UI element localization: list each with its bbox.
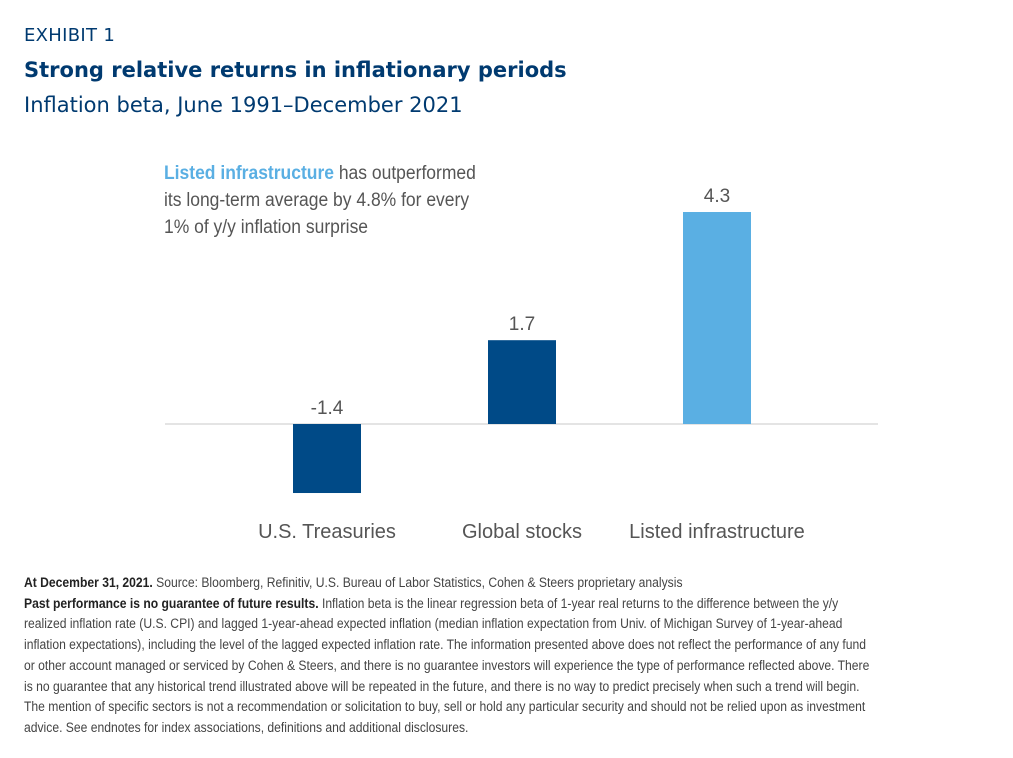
- category-label-listed-infrastructure: Listed infrastructure: [629, 521, 805, 543]
- disclaimer-text-1: Inflation beta is the linear regression …: [318, 595, 839, 612]
- exhibit-label: EXHIBIT 1: [24, 25, 116, 46]
- callout-line-1-rest: has outperformed: [333, 163, 476, 184]
- callout-line-1: Listed infrastructure has outperformed: [164, 160, 477, 187]
- disclaimer-line-5: is no guarantee that any historical tren…: [24, 678, 860, 695]
- value-label-listed-infrastructure: 4.3: [704, 186, 730, 207]
- value-label-global-stocks: 1.7: [509, 314, 535, 335]
- category-label-global-stocks: Global stocks: [462, 521, 582, 543]
- disclaimer-line-3: inflation expectations), including the l…: [24, 637, 867, 654]
- disclaimer-line-1: Past performance is no guarantee of futu…: [24, 594, 896, 615]
- disclaimer-line-7: advice. See endnotes for index associati…: [24, 719, 469, 736]
- disclaimer-bold: Past performance is no guarantee of futu…: [24, 595, 319, 612]
- date-note: At December 31, 2021.: [24, 575, 153, 591]
- source-note: At December 31, 2021. Source: Bloomberg,…: [24, 573, 896, 594]
- chart-subtitle: Inflation beta, June 1991–December 2021: [24, 93, 463, 117]
- footnotes: At December 31, 2021. Source: Bloomberg,…: [24, 573, 896, 739]
- disclaimer-line-4: or other account managed or serviced by …: [24, 657, 870, 674]
- callout-line-2: its long-term average by 4.8% for every: [164, 190, 470, 211]
- source-text: Source: Bloomberg, Refinitiv, U.S. Burea…: [152, 575, 683, 591]
- bar-global-stocks: [488, 340, 556, 424]
- disclaimer-line-2: realized inflation rate (U.S. CPI) and l…: [24, 616, 843, 633]
- bar-u-s-treasuries: [293, 424, 361, 494]
- chart-title: Strong relative returns in inflationary …: [24, 58, 567, 82]
- value-label-u-s-treasuries: -1.4: [311, 398, 344, 419]
- callout-highlight: Listed infrastructure: [164, 163, 334, 184]
- bar-listed-infrastructure: [683, 212, 751, 424]
- category-label-u-s-treasuries: U.S. Treasuries: [258, 521, 396, 543]
- callout-line-3: 1% of y/y inflation surprise: [164, 217, 369, 238]
- disclaimer-line-6: The mention of specific sectors is not a…: [24, 699, 866, 716]
- callout-annotation: Listed infrastructure has outperformed i…: [164, 160, 477, 241]
